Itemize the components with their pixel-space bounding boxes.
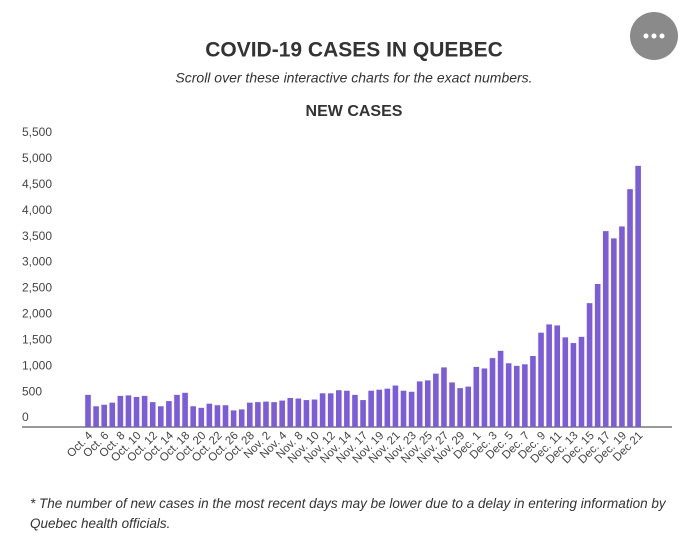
bar	[433, 373, 439, 427]
bar	[311, 399, 318, 427]
bar	[578, 336, 585, 427]
bar	[562, 337, 569, 427]
bar	[93, 406, 99, 427]
bar	[530, 356, 536, 427]
bar	[457, 388, 463, 427]
bar	[109, 402, 116, 427]
bar	[335, 390, 342, 427]
bar	[619, 226, 625, 427]
y-tick-label: 2,000	[22, 307, 52, 321]
bar	[368, 390, 374, 427]
bar	[327, 393, 334, 427]
bar	[497, 350, 504, 427]
bar	[247, 402, 253, 427]
bar	[206, 403, 213, 427]
bar	[263, 401, 269, 427]
y-tick-label: 0	[22, 410, 29, 424]
bar	[141, 395, 148, 427]
bar	[174, 394, 180, 427]
bar	[271, 402, 277, 427]
bar	[489, 358, 496, 427]
y-tick-label: 1,000	[22, 358, 52, 372]
menu-button[interactable]	[630, 12, 678, 60]
bar	[376, 389, 383, 427]
bar	[441, 367, 447, 427]
bar	[344, 390, 350, 427]
y-tick-label: 4,000	[22, 203, 52, 217]
bar	[586, 303, 593, 427]
bar	[473, 366, 480, 427]
y-tick-label: 5,500	[22, 125, 52, 139]
bar	[611, 238, 617, 427]
bar	[627, 189, 633, 427]
bar	[190, 406, 196, 427]
bar	[279, 400, 285, 427]
bar	[505, 363, 512, 427]
footnote: * The number of new cases in the most re…	[30, 496, 666, 531]
bar	[238, 409, 245, 427]
y-tick-label: 1,500	[22, 332, 52, 346]
bar	[481, 368, 488, 427]
bar	[602, 231, 609, 427]
y-tick-label: 4,500	[22, 177, 52, 191]
bar	[117, 395, 124, 427]
bar	[230, 410, 237, 427]
bar	[287, 397, 294, 427]
bar	[319, 393, 326, 427]
y-tick-label: 3,500	[22, 229, 52, 243]
bar	[158, 406, 164, 427]
bar	[255, 402, 261, 427]
bar	[400, 390, 407, 427]
bar	[538, 332, 544, 427]
bar	[222, 405, 229, 427]
bar	[408, 391, 415, 427]
bar	[352, 394, 358, 427]
chart-title: COVID-19 CASES IN QUEBEC	[205, 39, 503, 62]
y-tick-label: 5,000	[22, 151, 52, 165]
bar	[133, 396, 140, 427]
panel-title: NEW CASES	[306, 103, 403, 120]
y-tick-label: 2,500	[22, 281, 52, 295]
bar	[424, 380, 431, 427]
subtitle: Scroll over these interactive charts for…	[175, 70, 532, 86]
menu-dot	[651, 33, 657, 39]
bar	[522, 364, 528, 427]
bar	[384, 388, 391, 427]
bar	[465, 386, 472, 427]
bar	[546, 324, 552, 427]
bar	[554, 325, 561, 427]
bar	[570, 343, 577, 427]
bar	[101, 404, 107, 427]
bar	[449, 382, 455, 427]
bar	[303, 400, 310, 427]
bar	[416, 381, 423, 427]
y-tick-label: 3,000	[22, 255, 52, 269]
bar	[85, 394, 91, 427]
bar	[635, 165, 641, 427]
footnote-box: * The number of new cases in the most re…	[30, 496, 666, 531]
y-tick-label: 500	[22, 384, 42, 398]
bar	[513, 365, 520, 427]
menu-dot	[643, 33, 649, 39]
bar	[182, 392, 188, 427]
bar	[125, 395, 132, 427]
bar	[149, 402, 156, 427]
bar	[360, 400, 366, 427]
bar	[198, 407, 205, 427]
bar	[295, 398, 302, 427]
bar	[166, 401, 172, 427]
menu-dot	[659, 33, 665, 39]
bar	[594, 283, 601, 427]
bar	[392, 385, 399, 427]
bar	[214, 405, 221, 427]
